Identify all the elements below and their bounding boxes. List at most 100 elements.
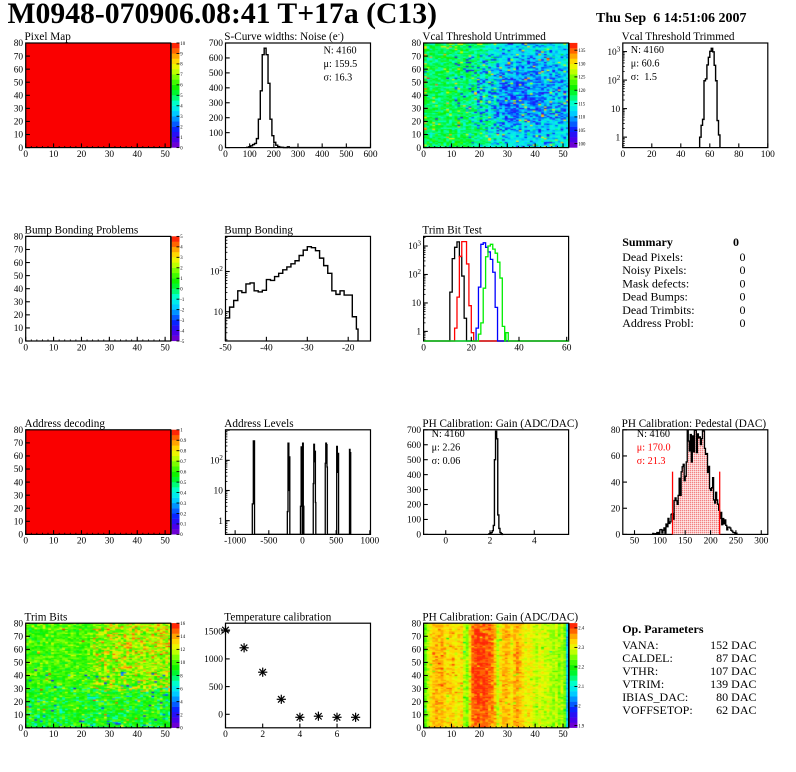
svg-text:20: 20 xyxy=(611,504,621,514)
svg-text:-5: -5 xyxy=(180,340,185,345)
svg-text:-2: -2 xyxy=(180,308,185,313)
svg-text:μ: 159.5: μ: 159.5 xyxy=(324,59,358,70)
svg-text:0: 0 xyxy=(300,537,305,547)
svg-text:2: 2 xyxy=(578,705,581,710)
svg-text:2.2: 2.2 xyxy=(578,666,585,671)
svg-text:30: 30 xyxy=(503,150,513,160)
svg-text:600: 600 xyxy=(209,54,223,64)
svg-text:0: 0 xyxy=(23,537,28,547)
svg-text:10: 10 xyxy=(49,730,59,740)
svg-text:102: 102 xyxy=(210,454,223,467)
svg-text:CALDEL:: CALDEL: xyxy=(622,651,673,665)
svg-text:σ: 0.06: σ: 0.06 xyxy=(432,456,461,467)
svg-text:20: 20 xyxy=(14,311,24,321)
svg-text:100: 100 xyxy=(209,129,223,139)
svg-text:50: 50 xyxy=(412,659,422,669)
svg-text:2: 2 xyxy=(180,714,183,719)
svg-text:M0948-070906.08:41 T+17a (C13): M0948-070906.08:41 T+17a (C13) xyxy=(8,0,437,30)
svg-text:600: 600 xyxy=(407,441,421,451)
svg-text:10: 10 xyxy=(412,711,422,721)
svg-text:0: 0 xyxy=(421,730,426,740)
svg-text:1: 1 xyxy=(416,328,421,338)
svg-text:50: 50 xyxy=(630,537,640,547)
svg-text:500: 500 xyxy=(209,69,223,79)
svg-text:1: 1 xyxy=(616,133,621,143)
svg-text:Op. Parameters: Op. Parameters xyxy=(622,622,704,636)
svg-text:10: 10 xyxy=(214,487,224,497)
svg-text:70: 70 xyxy=(14,633,24,643)
svg-text:0: 0 xyxy=(416,144,421,154)
svg-text:30: 30 xyxy=(503,730,513,740)
svg-text:40: 40 xyxy=(514,343,524,353)
svg-text:20: 20 xyxy=(77,150,87,160)
svg-text:10: 10 xyxy=(214,308,224,318)
svg-text:0: 0 xyxy=(416,531,421,541)
svg-text:20: 20 xyxy=(467,343,477,353)
svg-text:10: 10 xyxy=(412,131,422,141)
svg-text:115: 115 xyxy=(578,102,586,107)
svg-text:N: 4160: N: 4160 xyxy=(637,429,670,440)
svg-text:50: 50 xyxy=(14,659,24,669)
svg-text:1: 1 xyxy=(180,429,183,434)
svg-text:5: 5 xyxy=(180,235,183,240)
svg-text:300: 300 xyxy=(407,486,421,496)
svg-text:μ: 170.0: μ: 170.0 xyxy=(637,442,671,453)
svg-text:2.4: 2.4 xyxy=(578,627,585,632)
svg-text:40: 40 xyxy=(133,730,143,740)
svg-text:4: 4 xyxy=(180,246,183,251)
svg-text:200: 200 xyxy=(267,150,281,160)
svg-text:0: 0 xyxy=(620,150,625,160)
svg-text:107 DAC: 107 DAC xyxy=(710,664,756,678)
svg-text:σ: 16.3: σ: 16.3 xyxy=(324,73,353,84)
svg-text:40: 40 xyxy=(412,92,422,102)
svg-text:Mask defects:: Mask defects: xyxy=(622,276,689,290)
svg-text:0: 0 xyxy=(23,343,28,353)
svg-text:70: 70 xyxy=(14,439,24,449)
svg-text:0: 0 xyxy=(18,724,23,734)
svg-text:VOFFSETOP:: VOFFSETOP: xyxy=(622,703,692,717)
svg-text:10: 10 xyxy=(14,131,24,141)
svg-text:40: 40 xyxy=(14,672,24,682)
svg-text:60: 60 xyxy=(14,65,24,75)
svg-text:139 DAC: 139 DAC xyxy=(710,677,756,691)
svg-text:50: 50 xyxy=(14,78,24,88)
svg-text:80: 80 xyxy=(14,39,24,49)
svg-text:50: 50 xyxy=(412,78,422,88)
svg-text:130: 130 xyxy=(578,62,586,67)
svg-text:4: 4 xyxy=(180,701,183,706)
svg-text:80: 80 xyxy=(611,426,621,436)
svg-text:10: 10 xyxy=(49,537,59,547)
svg-text:1.9: 1.9 xyxy=(578,724,585,729)
svg-text:Bump Bonding: Bump Bonding xyxy=(224,225,293,237)
svg-text:μ: 2.26: μ: 2.26 xyxy=(432,442,461,453)
svg-text:700: 700 xyxy=(407,426,421,436)
svg-text:80: 80 xyxy=(14,619,24,629)
svg-text:20: 20 xyxy=(412,118,422,128)
svg-text:1000: 1000 xyxy=(204,655,223,665)
svg-text:Thu Sep 6 14:51:06 2007: Thu Sep 6 14:51:06 2007 xyxy=(596,11,747,26)
svg-text:VTHR:: VTHR: xyxy=(622,664,658,678)
svg-text:0.3: 0.3 xyxy=(180,502,187,507)
svg-text:20: 20 xyxy=(475,150,485,160)
svg-text:10: 10 xyxy=(180,42,185,47)
svg-text:50: 50 xyxy=(160,730,170,740)
svg-text:0: 0 xyxy=(180,288,183,293)
svg-text:70: 70 xyxy=(14,246,24,256)
svg-text:70: 70 xyxy=(412,52,422,62)
svg-text:50: 50 xyxy=(558,730,568,740)
svg-text:0: 0 xyxy=(740,250,746,264)
svg-text:-50: -50 xyxy=(219,343,232,353)
svg-text:2.3: 2.3 xyxy=(578,646,585,651)
svg-text:2: 2 xyxy=(180,126,183,131)
svg-text:4: 4 xyxy=(298,730,303,740)
svg-text:110: 110 xyxy=(578,116,586,121)
svg-text:Dead Pixels:: Dead Pixels: xyxy=(622,250,683,264)
svg-text:0: 0 xyxy=(18,531,23,541)
svg-text:1: 1 xyxy=(180,277,183,282)
svg-text:Address Levels: Address Levels xyxy=(224,418,293,430)
svg-text:0.5: 0.5 xyxy=(180,481,187,486)
svg-text:Vcal Threshold Trimmed: Vcal Threshold Trimmed xyxy=(622,31,735,43)
svg-text:30: 30 xyxy=(412,105,422,115)
svg-text:40: 40 xyxy=(14,478,24,488)
svg-text:0.1: 0.1 xyxy=(180,523,187,528)
